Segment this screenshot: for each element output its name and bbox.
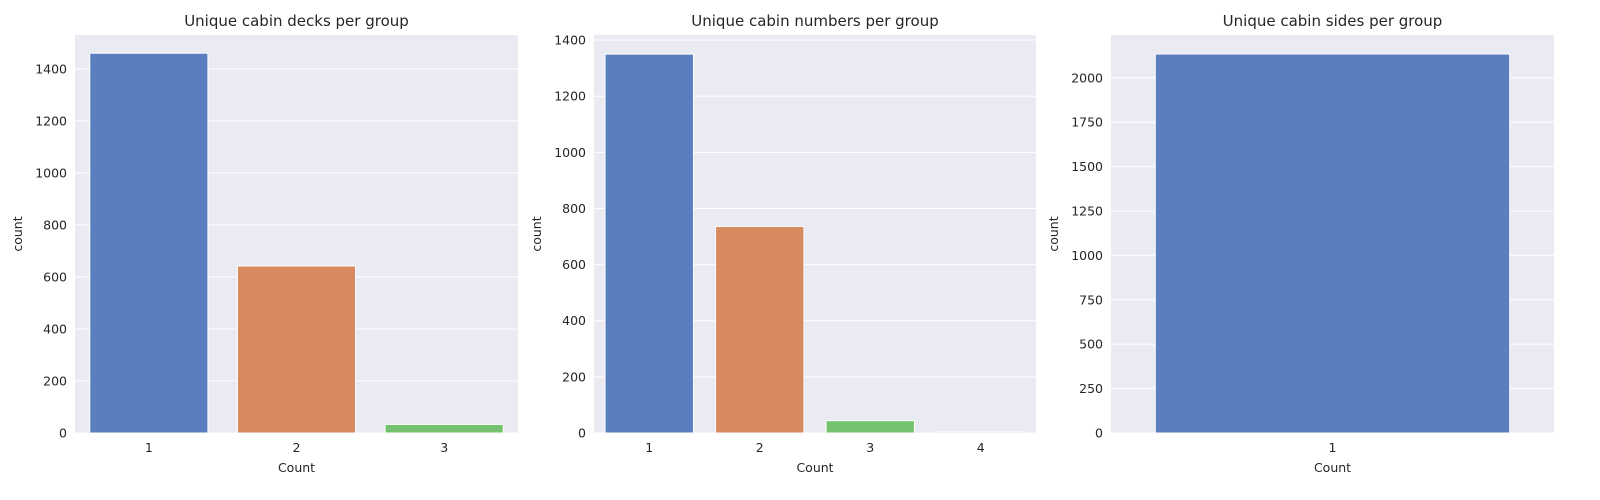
- chart-panel-3: 0 250 500 750 1000 1250 1500 1750 2000 1 Unique ca…: [1046, 12, 1554, 475]
- y-tick-label: 600: [43, 269, 67, 284]
- y-tick-label: 1000: [1071, 248, 1103, 263]
- y-tick-label: 2000: [1071, 70, 1103, 85]
- y-tick-label: 1750: [1071, 115, 1103, 130]
- bar-3: [384, 423, 504, 434]
- y-tick-label: 1400: [35, 61, 67, 76]
- y-tick-label: 1200: [554, 89, 586, 104]
- y-tick-label: 800: [43, 217, 67, 232]
- y-axis-label: count: [10, 216, 25, 251]
- y-axis-label: count: [529, 216, 544, 251]
- chart-panel-2: 0 200 400 600 800 1000 1200 1400 1 2 3 4 Unique cabi…: [529, 12, 1036, 475]
- chart-title: Unique cabin numbers per group: [691, 12, 938, 30]
- bar-2: [236, 265, 357, 434]
- y-tick-label: 400: [43, 321, 67, 336]
- bar-1: [604, 53, 694, 434]
- bar-3: [825, 420, 915, 434]
- y-tick-label: 250: [1079, 381, 1103, 396]
- x-tick-label: 1: [145, 440, 153, 455]
- y-tick-label: 1400: [554, 33, 586, 48]
- x-tick-label: 4: [977, 440, 985, 455]
- y-tick-label: 1000: [35, 165, 67, 180]
- y-tick-label: 1000: [554, 145, 586, 160]
- y-tick-label: 750: [1079, 292, 1103, 307]
- y-tick-label: 600: [562, 257, 586, 272]
- bar-1: [1154, 53, 1511, 434]
- chart-panel-1: 0 200 400 600 800 1000 1200 1400 1 2 3 Unique cabin…: [10, 12, 518, 475]
- y-tick-label: 200: [43, 373, 67, 388]
- x-axis-label: Count: [278, 460, 315, 475]
- x-axis-label: Count: [796, 460, 833, 475]
- y-axis-label: count: [1046, 216, 1061, 251]
- bar-2: [715, 225, 805, 434]
- y-tick-label: 500: [1079, 337, 1103, 352]
- chart-title: Unique cabin decks per group: [184, 12, 409, 30]
- x-tick-label: 3: [866, 440, 874, 455]
- bar-1: [89, 52, 209, 434]
- x-tick-label: 2: [756, 440, 764, 455]
- bar-4: [936, 431, 1026, 434]
- chart-title: Unique cabin sides per group: [1223, 12, 1443, 30]
- y-tick-label: 200: [562, 369, 586, 384]
- x-tick-label: 1: [1329, 440, 1337, 455]
- x-tick-label: 2: [293, 440, 301, 455]
- x-axis-label: Count: [1314, 460, 1351, 475]
- x-tick-label: 1: [645, 440, 653, 455]
- y-tick-label: 0: [578, 426, 586, 441]
- y-tick-label: 800: [562, 201, 586, 216]
- y-tick-label: 1200: [35, 113, 67, 128]
- y-tick-label: 400: [562, 313, 586, 328]
- y-tick-label: 1250: [1071, 204, 1103, 219]
- y-tick-label: 0: [1095, 426, 1103, 441]
- x-tick-label: 3: [440, 440, 448, 455]
- y-tick-label: 1500: [1071, 159, 1103, 174]
- y-tick-label: 0: [59, 426, 67, 441]
